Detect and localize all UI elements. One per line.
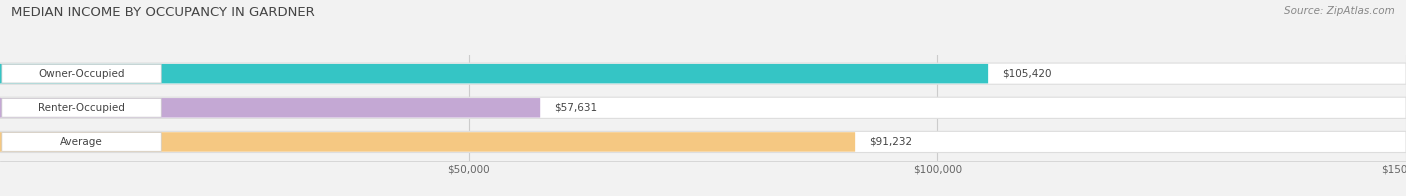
FancyBboxPatch shape (0, 132, 855, 152)
FancyBboxPatch shape (0, 97, 1406, 118)
Text: Renter-Occupied: Renter-Occupied (38, 103, 125, 113)
Text: $57,631: $57,631 (554, 103, 598, 113)
FancyBboxPatch shape (1, 98, 162, 117)
FancyBboxPatch shape (1, 64, 162, 83)
Text: Source: ZipAtlas.com: Source: ZipAtlas.com (1284, 6, 1395, 16)
FancyBboxPatch shape (1, 133, 162, 151)
Text: $105,420: $105,420 (1002, 69, 1052, 79)
FancyBboxPatch shape (0, 98, 540, 118)
FancyBboxPatch shape (0, 63, 1406, 84)
FancyBboxPatch shape (0, 64, 988, 83)
FancyBboxPatch shape (0, 131, 1406, 152)
Text: MEDIAN INCOME BY OCCUPANCY IN GARDNER: MEDIAN INCOME BY OCCUPANCY IN GARDNER (11, 6, 315, 19)
Text: Average: Average (60, 137, 103, 147)
Text: $91,232: $91,232 (869, 137, 912, 147)
Text: Owner-Occupied: Owner-Occupied (38, 69, 125, 79)
